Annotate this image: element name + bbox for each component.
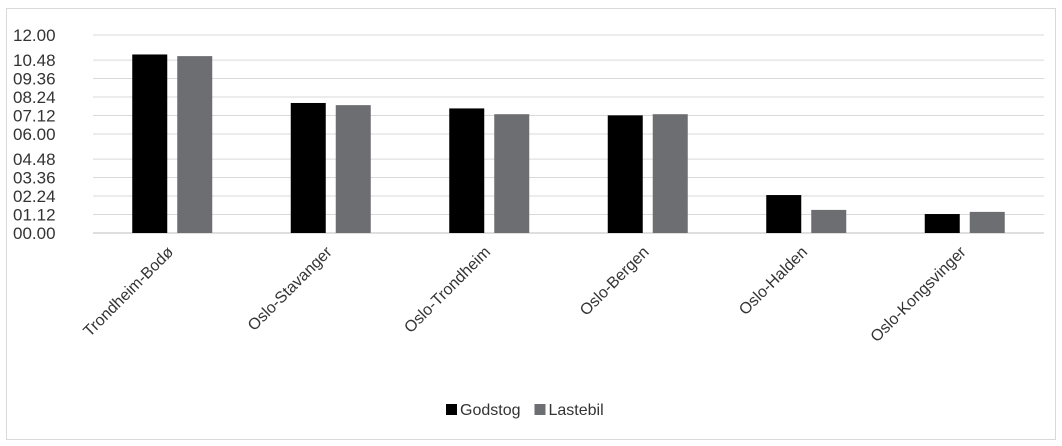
gridlines (93, 34, 1044, 234)
y-tick-label: 03.36 (13, 169, 56, 188)
bar-godstog-5 (924, 214, 960, 233)
x-tick-label: Oslo-Bergen (577, 244, 653, 320)
bar-lastebil-3 (652, 114, 688, 233)
bar-lastebil-0 (177, 56, 213, 234)
x-axis-tick-labels: Trondheim-Bodø Oslo-Stavanger Oslo-Trondhe… (81, 243, 970, 345)
y-tick-label: 09.36 (13, 70, 56, 89)
y-tick-label: 07.12 (13, 107, 56, 126)
bar-lastebil-1 (335, 105, 371, 233)
y-tick-label: 06.00 (13, 125, 56, 144)
x-tick-label: Oslo-Trondheim (401, 244, 494, 337)
legend-swatch-lastebil (534, 404, 546, 415)
chart-area: 00.00 01.12 02.24 03.36 04.48 06.00 07.12 08.24… (6, 8, 1056, 440)
bar-godstog-1 (290, 102, 326, 233)
y-tick-label: 12.00 (13, 26, 56, 45)
legend-label: Lastebil (548, 402, 603, 419)
x-tick-label: Oslo-Halden (736, 244, 811, 319)
legend-swatch-godstog (446, 404, 457, 415)
y-tick-label: 08.24 (13, 88, 56, 107)
bar-godstog-4 (766, 195, 802, 233)
legend-label: Godstog (460, 402, 520, 419)
bar-godstog-2 (449, 108, 485, 233)
bar-lastebil-2 (494, 114, 530, 233)
y-tick-label: 01.12 (13, 206, 56, 225)
bar-godstog-0 (132, 54, 168, 233)
bar-lastebil-5 (969, 211, 1005, 233)
legend: Godstog Lastebil (446, 402, 604, 419)
x-tick-label: Trondheim-Bodø (81, 244, 178, 341)
y-tick-label: 02.24 (13, 187, 56, 206)
bar-lastebil-4 (811, 209, 847, 233)
y-tick-label: 04.48 (13, 150, 56, 169)
bars (132, 54, 1005, 234)
x-tick-label: Oslo-Kongsvinger (868, 243, 970, 345)
bar-godstog-3 (607, 115, 643, 233)
y-tick-label: 10.48 (13, 51, 56, 70)
x-tick-label: Oslo-Stavanger (245, 243, 336, 334)
y-tick-label: 00.00 (13, 224, 56, 243)
